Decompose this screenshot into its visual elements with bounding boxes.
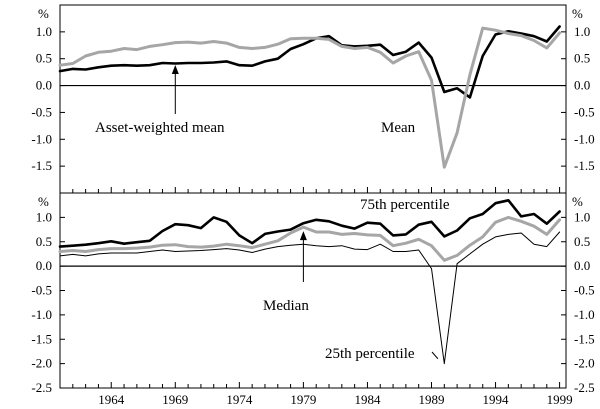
x-tick-label-1974: 1974 (226, 392, 253, 407)
arrowhead-asset-weighted-mean (171, 65, 179, 75)
y-tick-label-right: -2.5 (574, 380, 595, 395)
y-tick-label-right: 1.0 (574, 209, 590, 224)
y-tick-label-left: 1.0 (36, 209, 52, 224)
y-tick-label-right: -1.5 (574, 331, 595, 346)
x-tick-label-1999: 1999 (547, 392, 573, 407)
y-tick-label-left: 0.5 (36, 234, 52, 249)
y-tick-label-left: -1.5 (31, 331, 52, 346)
y-tick-label-left: 0.0 (36, 78, 52, 93)
unit-label-right-top: % (572, 6, 583, 21)
annotation-75th-percentile: 75th percentile (360, 197, 450, 213)
y-tick-label-left: -2.0 (31, 356, 52, 371)
y-tick-label-left: -1.0 (31, 131, 52, 146)
y-tick-label-right: -1.0 (574, 307, 595, 322)
x-tick-label-1994: 1994 (483, 392, 510, 407)
y-tick-label-right: 0.5 (574, 234, 590, 249)
series-line-median (58, 215, 562, 262)
series-line-75th-percentile (58, 199, 561, 248)
y-tick-label-right: -0.5 (574, 283, 595, 298)
x-tick-label-1979: 1979 (290, 392, 316, 407)
leader-25th-percentile (431, 351, 439, 360)
unit-label-left-top: % (38, 6, 49, 21)
x-tick-label-1984: 1984 (354, 392, 381, 407)
annotation-25th-percentile: 25th percentile (325, 346, 415, 362)
series-line-mean (58, 26, 562, 169)
y-tick-label-right: 0.0 (574, 78, 590, 93)
x-tick-label-1989: 1989 (418, 392, 444, 407)
y-tick-label-left: -1.5 (31, 158, 52, 173)
annotation-asset-weighted-mean: Asset-weighted mean (95, 120, 225, 136)
x-tick-label-1964: 1964 (98, 392, 125, 407)
y-tick-label-right: -0.5 (574, 104, 595, 119)
y-tick-label-left: 0.0 (36, 258, 52, 273)
y-tick-label-right: 0.0 (574, 258, 590, 273)
unit-label-left-bottom: % (38, 194, 49, 209)
y-tick-label-left: 1.0 (36, 24, 52, 39)
y-tick-label-left: 0.5 (36, 51, 52, 66)
annotation-mean: Mean (381, 120, 416, 136)
y-tick-label-left: -0.5 (31, 104, 52, 119)
annotation-median: Median (263, 298, 309, 314)
series-line-asset-weighted-mean (58, 25, 561, 99)
unit-label-right-bottom: % (572, 194, 583, 209)
y-tick-label-right: 1.0 (574, 24, 590, 39)
series-line-25th-percentile (59, 231, 561, 365)
y-tick-label-right: -1.5 (574, 158, 595, 173)
y-tick-label-left: -2.5 (31, 380, 52, 395)
y-tick-label-left: -1.0 (31, 307, 52, 322)
y-tick-label-right: -1.0 (574, 131, 595, 146)
plot-frame (59, 4, 567, 389)
arrowhead-median (299, 231, 307, 241)
y-tick-label-right: 0.5 (574, 51, 590, 66)
x-tick-label-1969: 1969 (162, 392, 188, 407)
y-tick-label-right: -2.0 (574, 356, 595, 371)
y-tick-label-left: -0.5 (31, 283, 52, 298)
